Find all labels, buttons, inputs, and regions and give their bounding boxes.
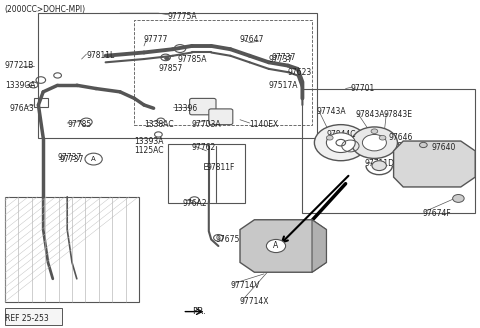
Text: 97843A: 97843A: [355, 110, 384, 119]
Text: 97811L: 97811L: [86, 51, 115, 60]
Text: 97743A: 97743A: [317, 107, 347, 116]
FancyBboxPatch shape: [190, 98, 216, 115]
Text: 97762: 97762: [192, 143, 216, 152]
Text: 1125AC: 1125AC: [134, 146, 164, 155]
Bar: [302, 89, 475, 213]
Text: 97785: 97785: [67, 120, 92, 129]
Circle shape: [453, 195, 464, 202]
Text: 97674F: 97674F: [422, 209, 451, 218]
Text: 97843E: 97843E: [384, 110, 413, 119]
FancyBboxPatch shape: [209, 109, 233, 125]
Polygon shape: [394, 141, 475, 187]
Text: 97517A: 97517A: [269, 81, 298, 90]
Text: 1140EX: 1140EX: [250, 120, 279, 129]
Text: 97711D: 97711D: [365, 159, 395, 169]
Text: A: A: [91, 156, 96, 162]
Text: 97785A: 97785A: [178, 54, 207, 64]
Text: 97777: 97777: [144, 35, 168, 44]
Bar: [398, 142, 410, 149]
Text: 97675: 97675: [216, 235, 240, 244]
Bar: [134, 20, 312, 125]
Text: 97844C: 97844C: [326, 130, 356, 139]
Text: 97737: 97737: [271, 53, 296, 62]
Text: 97701: 97701: [350, 84, 375, 93]
Text: 976A2: 976A2: [182, 199, 207, 208]
Text: 1338AC: 1338AC: [144, 120, 174, 129]
Text: 97721B: 97721B: [5, 61, 34, 70]
Bar: [5, 308, 62, 325]
Text: 97647: 97647: [240, 35, 264, 44]
Text: 97775A: 97775A: [168, 12, 198, 21]
Circle shape: [326, 135, 333, 140]
Circle shape: [371, 129, 378, 133]
Text: A: A: [274, 241, 278, 251]
Text: 13396: 13396: [173, 104, 197, 113]
Text: 97703A: 97703A: [192, 120, 222, 129]
Text: 97811F: 97811F: [206, 163, 235, 172]
Circle shape: [326, 133, 355, 153]
Circle shape: [314, 125, 367, 161]
Text: FR.: FR.: [192, 307, 206, 316]
Bar: [5, 197, 139, 302]
Text: 97737: 97737: [269, 54, 293, 64]
Text: 97857: 97857: [158, 64, 183, 73]
Text: 97714X: 97714X: [240, 297, 269, 306]
Text: (2000CC>DOHC-MPI): (2000CC>DOHC-MPI): [5, 5, 86, 14]
Text: 97646: 97646: [389, 133, 413, 142]
Bar: [204, 166, 209, 169]
Bar: [34, 98, 48, 107]
Circle shape: [85, 153, 102, 165]
Bar: [38, 13, 317, 138]
Circle shape: [362, 134, 386, 151]
Text: 97714V: 97714V: [230, 281, 260, 290]
Circle shape: [420, 142, 427, 148]
Polygon shape: [312, 220, 326, 272]
Text: 97737: 97737: [60, 154, 84, 164]
Text: REF 25-253: REF 25-253: [5, 314, 48, 323]
Text: 97623: 97623: [288, 68, 312, 77]
Text: 13393A: 13393A: [134, 136, 164, 146]
Text: 97640: 97640: [432, 143, 456, 152]
Circle shape: [165, 57, 169, 60]
Circle shape: [372, 161, 386, 171]
Bar: [204, 163, 209, 166]
Bar: [168, 144, 245, 203]
Circle shape: [351, 127, 397, 158]
Text: 1339GA: 1339GA: [5, 81, 36, 90]
Polygon shape: [240, 220, 326, 272]
Text: 97737: 97737: [58, 153, 82, 162]
Text: 976A3: 976A3: [10, 104, 35, 113]
Circle shape: [266, 239, 286, 253]
Circle shape: [379, 135, 386, 140]
